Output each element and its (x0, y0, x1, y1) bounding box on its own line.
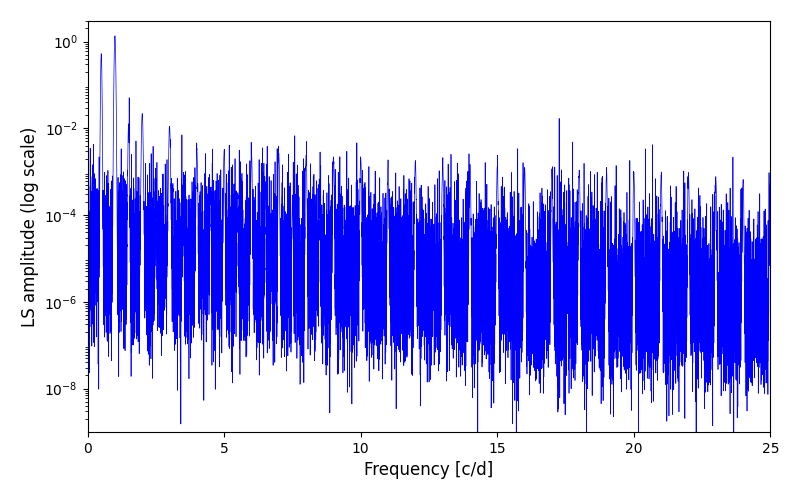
Y-axis label: LS amplitude (log scale): LS amplitude (log scale) (21, 126, 39, 326)
X-axis label: Frequency [c/d]: Frequency [c/d] (364, 461, 494, 479)
